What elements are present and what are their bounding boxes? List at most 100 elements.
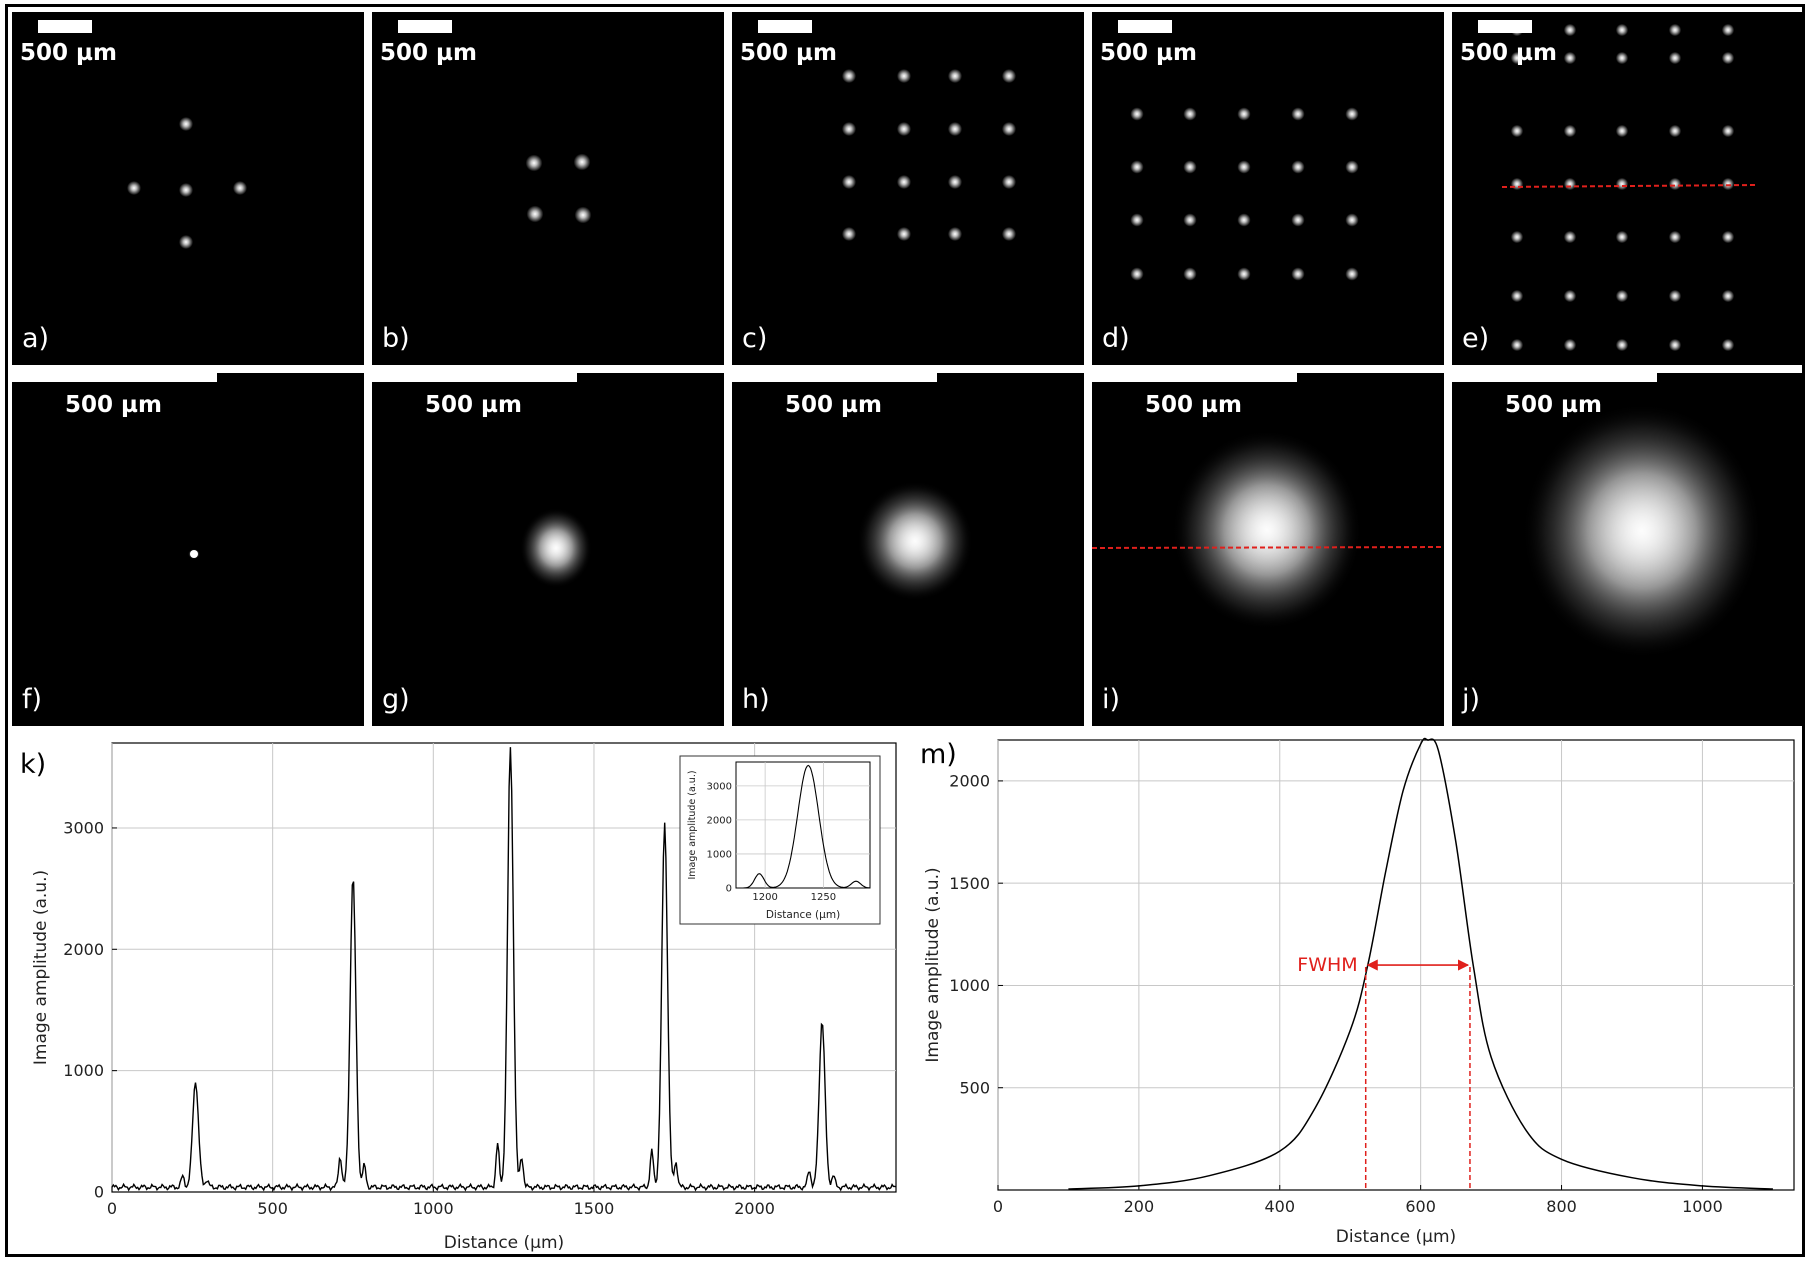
bright-spot <box>1615 51 1629 65</box>
image-panel-e: 500 µm e) <box>1452 12 1804 365</box>
bright-spot <box>1291 267 1305 281</box>
bright-spot <box>1237 267 1251 281</box>
image-panel-a: 500 µm a) <box>12 12 364 365</box>
chart-k: 0 500 1000 1500 2000 0 1000 2000 3000 k) Distance … <box>20 742 897 1253</box>
bright-spot <box>178 182 194 198</box>
bright-spot <box>1668 177 1682 191</box>
series-line <box>111 747 897 1192</box>
bright-spot <box>1721 289 1735 303</box>
y-tick-label: 3000 <box>63 819 104 838</box>
chart-panel-label: m) <box>920 739 957 770</box>
bright-spot <box>1130 267 1144 281</box>
image-panel-b: 500 µm b) <box>372 12 724 365</box>
bright-spot <box>1615 177 1629 191</box>
bright-spot <box>896 68 912 84</box>
scale-bar-label: 500 µm <box>1100 40 1197 66</box>
bright-spot <box>1721 177 1735 191</box>
bright-spot <box>1291 160 1305 174</box>
light-spot-core <box>190 550 198 558</box>
bright-spot <box>1721 230 1735 244</box>
bright-spot <box>525 154 543 172</box>
x-axis-label: Distance (µm) <box>1336 1227 1456 1247</box>
profile-line <box>1091 546 1445 549</box>
bright-spot <box>1345 107 1359 121</box>
bright-spot <box>1345 267 1359 281</box>
bright-spot <box>1563 338 1577 352</box>
x-tick-label: 500 <box>257 1199 288 1218</box>
panel-background <box>372 12 724 365</box>
scale-bar <box>38 20 92 33</box>
panel-label: i) <box>1102 684 1120 715</box>
bright-spot <box>1563 124 1577 138</box>
scale-bar-label: 500 µm <box>785 392 882 418</box>
bright-spot <box>947 226 963 242</box>
bright-spot <box>178 116 194 132</box>
bright-spot <box>1183 107 1197 121</box>
x-tick-label: 800 <box>1546 1197 1577 1216</box>
bright-spot <box>1130 107 1144 121</box>
y-axis-label: Image amplitude (a.u.) <box>923 867 943 1062</box>
bright-spot <box>232 180 248 196</box>
bright-spot <box>1183 160 1197 174</box>
light-spot-core <box>888 514 942 568</box>
x-tick-label: 400 <box>1264 1197 1295 1216</box>
x-tick-label: 2000 <box>734 1199 775 1218</box>
y-tick-label: 2000 <box>63 940 104 959</box>
scale-bar <box>12 373 217 382</box>
y-axis-label: Image amplitude (a.u.) <box>31 870 51 1065</box>
profile-line <box>1501 184 1758 188</box>
bright-spot <box>841 68 857 84</box>
image-panel-j: 500 µm j) <box>1452 373 1804 726</box>
scale-bar-label: 500 µm <box>1460 40 1557 66</box>
bright-spot <box>1721 51 1735 65</box>
panel-label: e) <box>1462 323 1489 354</box>
image-panel-d: 500 µm d) <box>1092 12 1444 365</box>
bright-spot <box>1510 177 1524 191</box>
y-tick-label: 0 <box>94 1183 104 1202</box>
bright-spot <box>1668 289 1682 303</box>
bright-spot <box>1345 213 1359 227</box>
x-tick-label: 0 <box>107 1199 117 1218</box>
panel-label: h) <box>742 684 770 715</box>
bright-spot <box>1130 213 1144 227</box>
x-tick-label: 1000 <box>413 1199 454 1218</box>
bright-spot <box>1001 68 1017 84</box>
x-tick-label: 1500 <box>574 1199 615 1218</box>
bright-spot <box>1237 107 1251 121</box>
bright-spot <box>573 153 591 171</box>
bright-spot <box>1510 289 1524 303</box>
bright-spot <box>1563 289 1577 303</box>
inset-y-axis-label: Image amplitude (a.u.) <box>687 770 698 879</box>
bright-spot <box>1001 121 1017 137</box>
panel-label: c) <box>742 323 767 354</box>
y-tick-label: 1000 <box>63 1061 104 1080</box>
panel-label: j) <box>1461 684 1480 715</box>
bright-spot <box>841 226 857 242</box>
scale-bar <box>758 20 812 33</box>
bright-spot <box>1563 23 1577 37</box>
scale-bar <box>372 373 577 382</box>
bright-spot <box>1721 23 1735 37</box>
scale-bar-label: 500 µm <box>380 40 477 66</box>
scale-bar-label: 500 µm <box>1145 392 1242 418</box>
bright-spot <box>1721 124 1735 138</box>
bright-spot <box>1615 124 1629 138</box>
bright-spot <box>841 121 857 137</box>
bright-spot <box>947 174 963 190</box>
bright-spot <box>947 121 963 137</box>
panel-background <box>1092 12 1444 365</box>
scale-bar-label: 500 µm <box>20 40 117 66</box>
bright-spot <box>1668 124 1682 138</box>
light-spot-core <box>539 530 573 566</box>
bright-spot <box>1563 230 1577 244</box>
bright-spot <box>178 234 194 250</box>
x-tick-label: 0 <box>993 1197 1003 1216</box>
y-tick-label: 2000 <box>949 772 990 791</box>
bright-spot <box>1237 213 1251 227</box>
series-line <box>1068 737 1773 1190</box>
panel-label: g) <box>382 684 410 715</box>
bright-spot <box>896 226 912 242</box>
bright-spot <box>1291 107 1305 121</box>
bright-spot <box>1563 51 1577 65</box>
bright-spot <box>1510 51 1524 65</box>
